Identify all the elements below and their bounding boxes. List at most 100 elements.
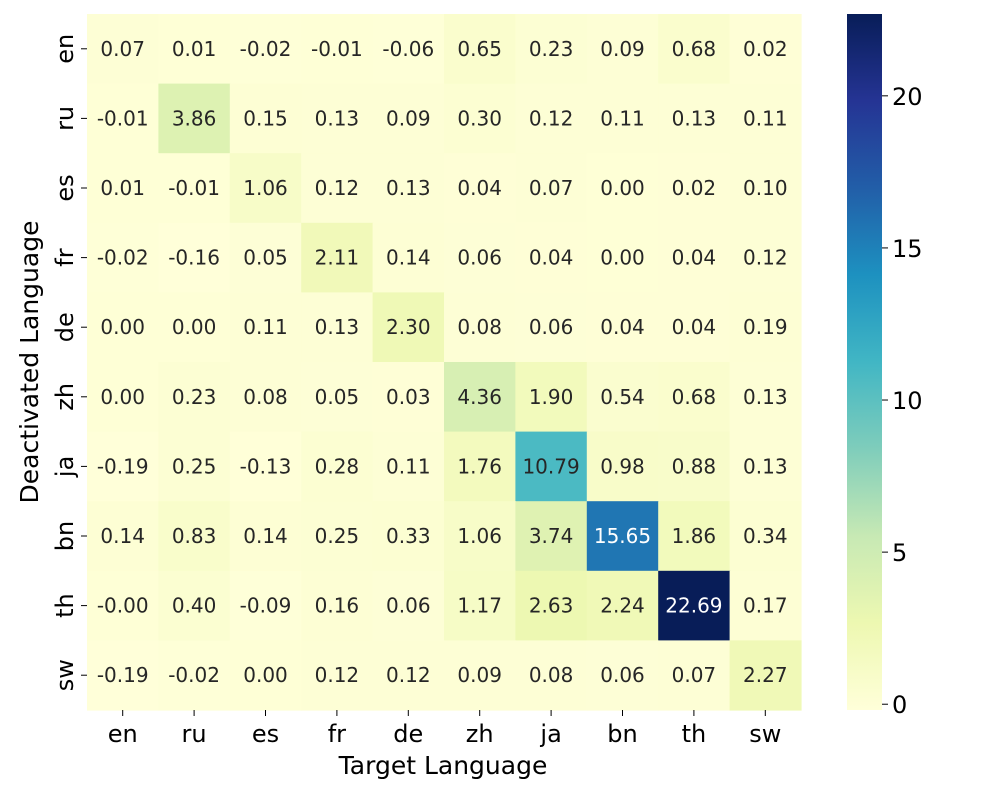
heatmap-cell-sw-de — [372, 640, 445, 711]
cell-value-de-th: 0.04 — [672, 315, 717, 339]
cell-value-ja-de: 0.11 — [386, 454, 431, 478]
cell-value-ru-bn: 0.11 — [600, 106, 645, 130]
cell-value-bn-fr: 0.25 — [315, 524, 360, 548]
y-tick-label-en: en — [51, 34, 79, 64]
heatmap-cell-sw-sw — [729, 640, 802, 711]
cell-value-ja-zh: 1.76 — [457, 454, 502, 478]
heatmap-cell-th-ja — [515, 570, 588, 641]
y-tick-label-th: th — [51, 593, 79, 618]
heatmap-cell-es-bn — [586, 153, 659, 224]
heatmap-cell-ja-es — [229, 431, 302, 502]
heatmap-cell-de-en — [87, 292, 159, 363]
heatmap-cell-th-th — [658, 570, 731, 641]
heatmap-cell-es-es — [229, 153, 302, 224]
heatmap-cell-bn-en — [87, 501, 159, 572]
cell-value-zh-sw: 0.13 — [743, 385, 788, 409]
heatmap-cell-sw-zh — [444, 640, 516, 711]
y-axis-ticks: en ru es fr de zh ja bn th sw — [51, 34, 87, 691]
heatmap-cell-bn-th — [658, 501, 731, 572]
heatmap-cell-fr-es — [229, 222, 302, 293]
cell-value-ru-fr: 0.13 — [315, 106, 360, 130]
heatmap-cell-fr-ru — [158, 222, 231, 293]
cell-value-fr-th: 0.04 — [672, 246, 717, 270]
heatmap-cell-th-de — [372, 570, 445, 641]
heatmap-cell-sw-bn — [586, 640, 659, 711]
heatmap-cell-ru-sw — [729, 83, 802, 154]
cell-value-bn-bn: 15.65 — [594, 524, 651, 548]
heatmap-cell-ja-sw — [729, 431, 802, 502]
heatmap-cell-bn-zh — [444, 501, 516, 572]
heatmap-cell-bn-ja — [515, 501, 588, 572]
heatmap-cell-sw-en — [87, 640, 159, 711]
cell-value-sw-bn: 0.06 — [600, 663, 645, 687]
cell-value-th-fr: 0.16 — [315, 594, 360, 618]
heatmap-cell-bn-sw — [729, 501, 802, 572]
heatmap-cell-bn-de — [372, 501, 445, 572]
heatmap-cell-de-zh — [444, 292, 516, 363]
heatmap-cell-de-ja — [515, 292, 588, 363]
cell-value-de-sw: 0.19 — [743, 315, 788, 339]
heatmap-cell-ja-th — [658, 431, 731, 502]
cell-value-ru-zh: 0.30 — [457, 106, 502, 130]
cell-value-de-fr: 0.13 — [315, 315, 360, 339]
heatmap-cell-en-en — [87, 14, 159, 85]
heatmap-cell-es-ru — [158, 153, 231, 224]
cell-value-ja-bn: 0.98 — [600, 454, 645, 478]
cell-value-en-ja: 0.23 — [529, 37, 574, 61]
x-tick-label-fr: fr — [328, 720, 346, 748]
cell-value-zh-ja: 1.90 — [529, 385, 574, 409]
cell-value-en-es: -0.02 — [240, 37, 292, 61]
cell-value-zh-th: 0.68 — [672, 385, 717, 409]
cell-value-bn-de: 0.33 — [386, 524, 431, 548]
cell-value-de-ru: 0.00 — [172, 315, 217, 339]
cell-value-ja-ru: 0.25 — [172, 454, 217, 478]
heatmap-cell-sw-ja — [515, 640, 588, 711]
cell-value-fr-bn: 0.00 — [600, 246, 645, 270]
colorbar-gradient — [847, 14, 882, 710]
cell-value-zh-en: 0.00 — [100, 385, 145, 409]
heatmap-cell-ru-de — [372, 83, 445, 154]
heatmap-cell-sw-th — [658, 640, 731, 711]
cell-value-ja-fr: 0.28 — [315, 454, 360, 478]
cell-value-sw-en: -0.19 — [97, 663, 149, 687]
cell-value-de-ja: 0.06 — [529, 315, 574, 339]
heatmap-cell-es-de — [372, 153, 445, 224]
heatmap-cell-en-ja — [515, 14, 588, 85]
heatmap-cell-es-fr — [301, 153, 374, 224]
colorbar-tick-label-0: 0 — [892, 691, 907, 719]
cell-value-ru-de: 0.09 — [386, 106, 431, 130]
heatmap-cell-ja-fr — [301, 431, 374, 502]
heatmap-cell-bn-ru — [158, 501, 231, 572]
cell-value-sw-th: 0.07 — [672, 663, 717, 687]
cell-value-ja-sw: 0.13 — [743, 454, 788, 478]
cell-value-fr-fr: 2.11 — [315, 246, 360, 270]
heatmap-cell-ru-en — [87, 83, 159, 154]
heatmap-cell-fr-sw — [729, 222, 802, 293]
cell-value-es-zh: 0.04 — [457, 176, 502, 200]
x-tick-label-de: de — [393, 720, 423, 748]
colorbar-tick-label-20: 20 — [892, 83, 923, 111]
heatmap-cell-th-ru — [158, 570, 231, 641]
cell-value-es-ja: 0.07 — [529, 176, 574, 200]
cell-value-zh-de: 0.03 — [386, 385, 431, 409]
heatmap-cell-sw-ru — [158, 640, 231, 711]
heatmap-cell-zh-bn — [586, 362, 659, 433]
cell-value-sw-de: 0.12 — [386, 663, 431, 687]
cell-value-fr-de: 0.14 — [386, 246, 431, 270]
heatmap-cell-en-bn — [586, 14, 659, 85]
cell-value-ru-th: 0.13 — [672, 106, 717, 130]
x-tick-label-zh: zh — [466, 720, 494, 748]
heatmap-cell-sw-fr — [301, 640, 374, 711]
heatmap-cell-ru-bn — [586, 83, 659, 154]
cell-value-en-en: 0.07 — [100, 37, 145, 61]
heatmap-cell-bn-bn — [586, 501, 659, 572]
cell-value-ru-sw: 0.11 — [743, 106, 788, 130]
heatmap-cell-zh-de — [372, 362, 445, 433]
heatmap-cell-fr-th — [658, 222, 731, 293]
heatmap-cell-th-fr — [301, 570, 374, 641]
cell-value-fr-zh: 0.06 — [457, 246, 502, 270]
cell-value-bn-sw: 0.34 — [743, 524, 788, 548]
heatmap-cell-zh-zh — [444, 362, 516, 433]
cell-value-bn-th: 1.86 — [672, 524, 717, 548]
cell-value-th-es: -0.09 — [240, 594, 292, 618]
